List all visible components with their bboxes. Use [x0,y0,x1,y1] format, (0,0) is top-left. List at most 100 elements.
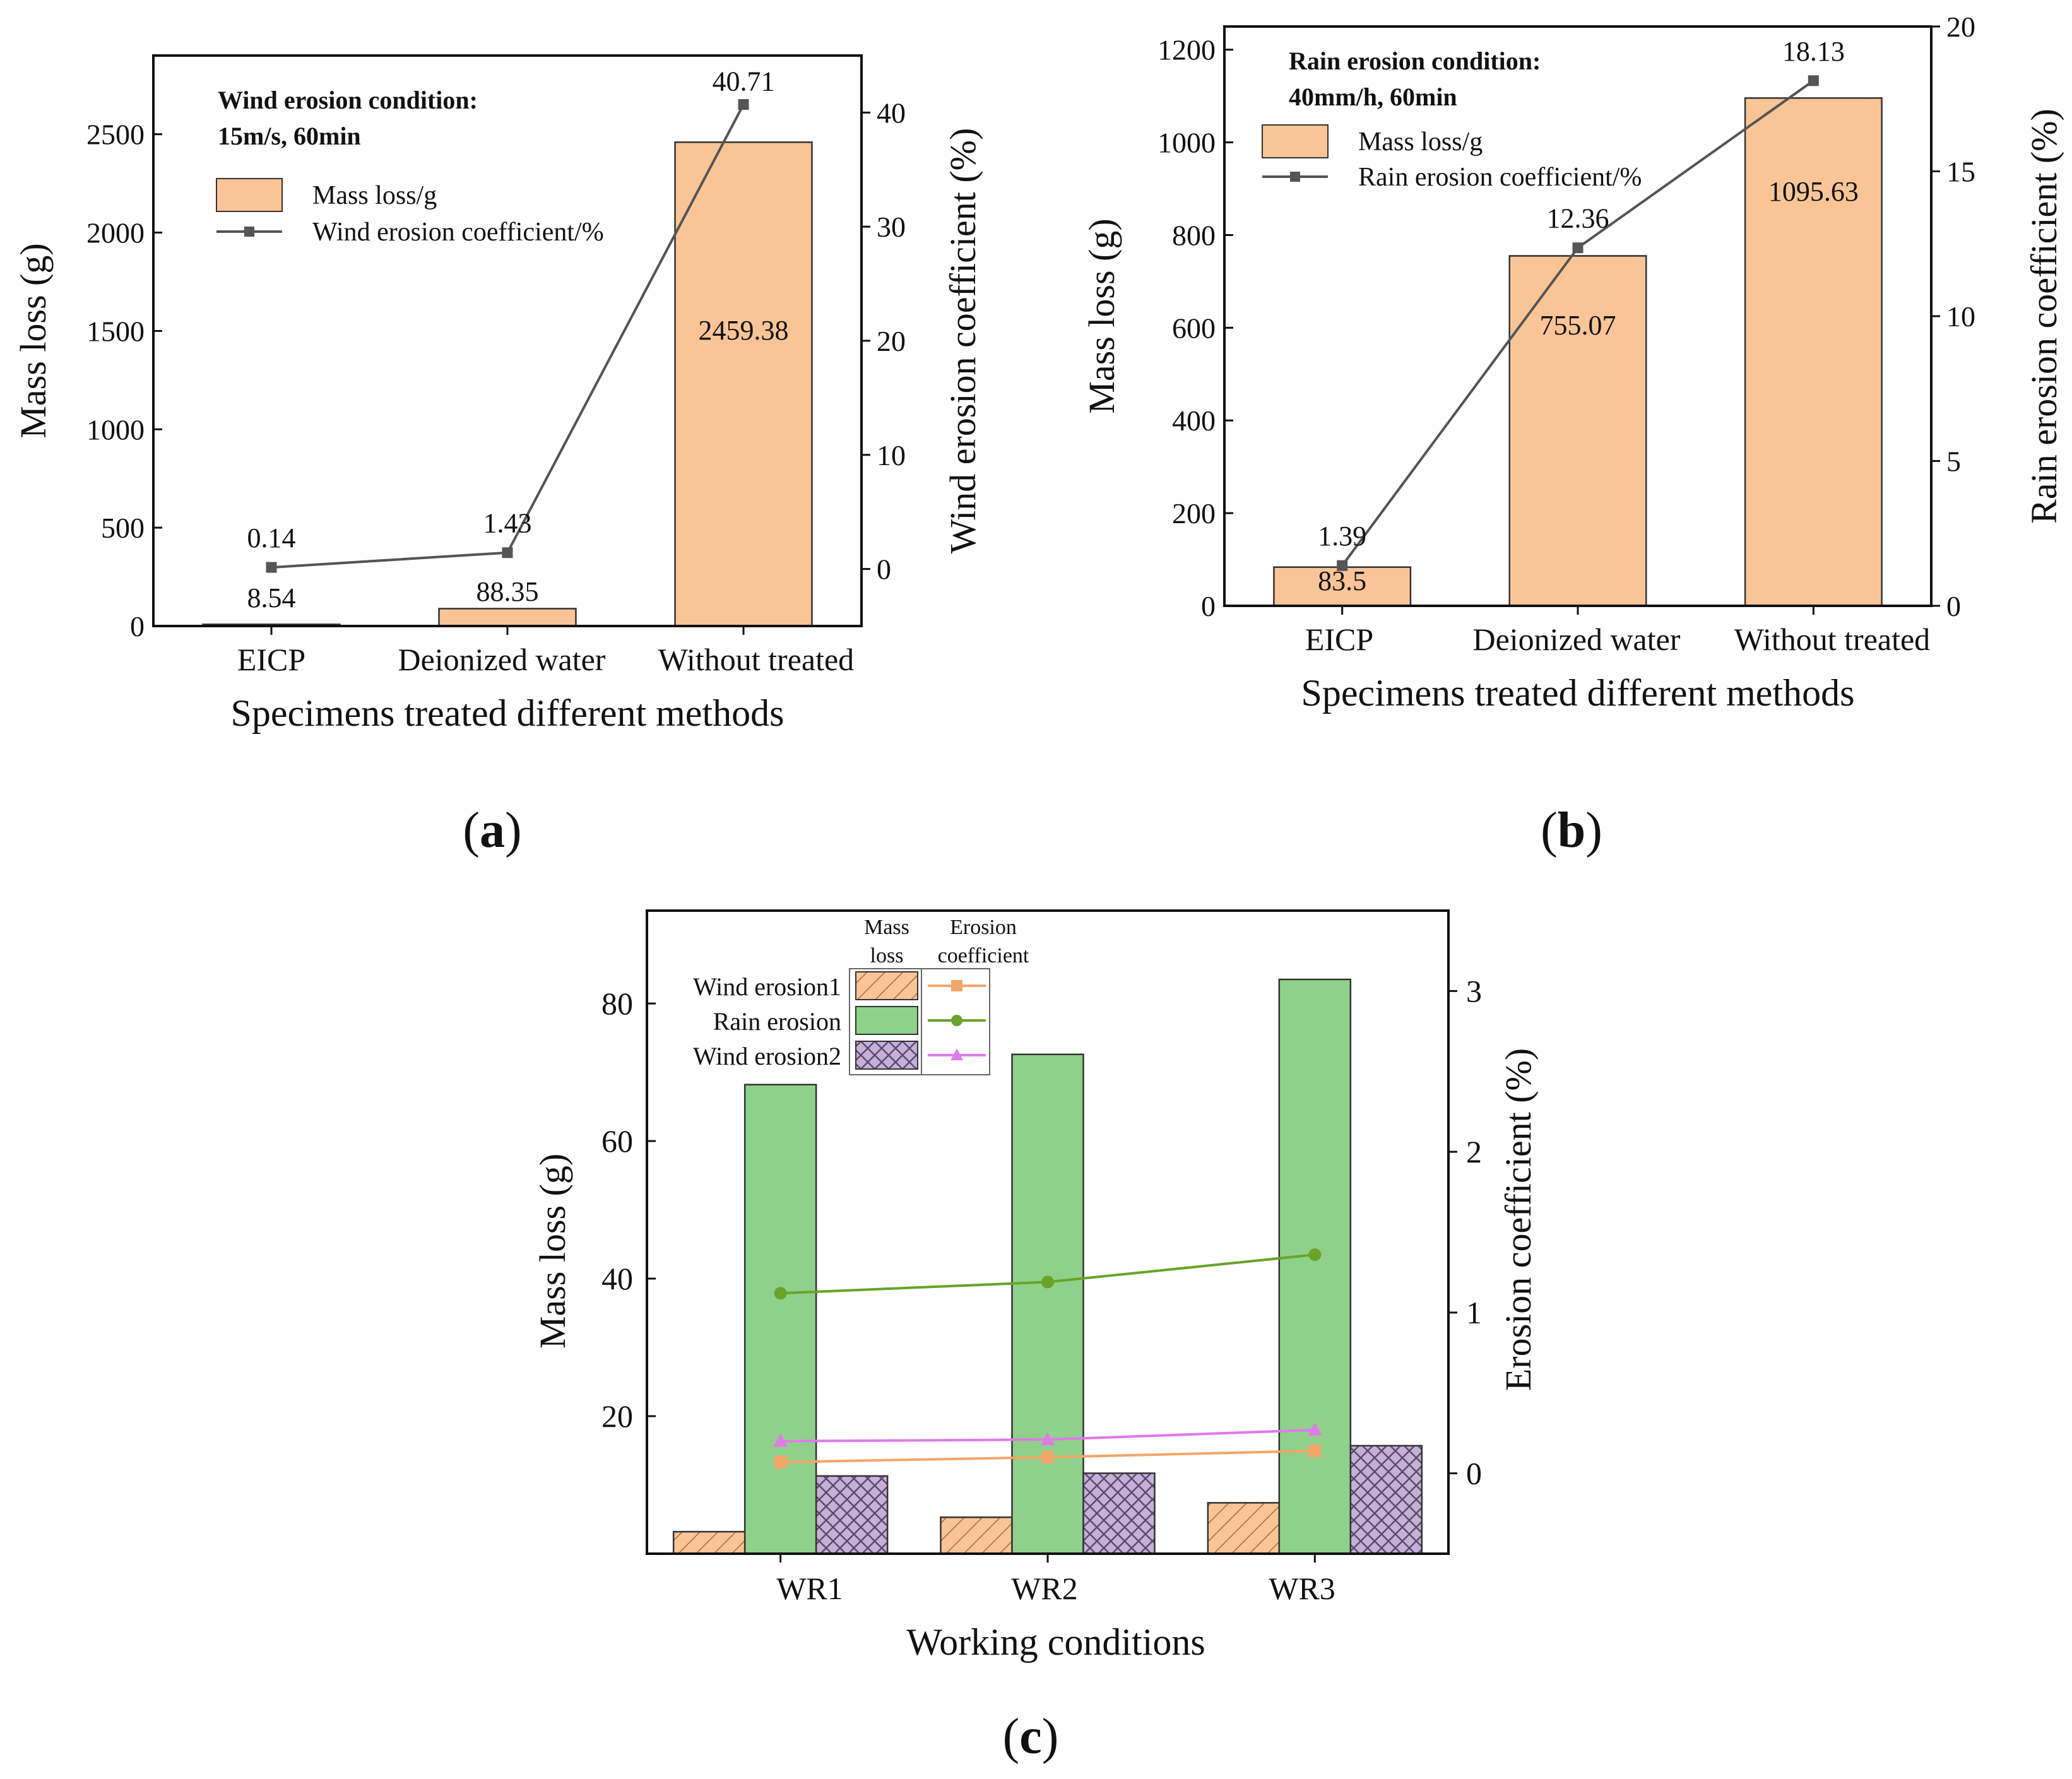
coefficient-value-label: 40.71 [713,66,775,97]
coefficient-point [1337,560,1348,571]
legend-line-marker [950,1048,963,1061]
y2-tick-label: 20 [1946,11,1975,43]
coefficient-value-label: 18.13 [1782,36,1845,67]
y-tick-label: 500 [101,512,145,544]
chart-panel-b: 0 200 400 600 800 1000 1200 0 5 10 15 20 EICP Deioniz… [1081,11,2064,714]
y-axis-title: Mass loss (g) [13,243,54,438]
bar-value-label: 755.07 [1540,310,1616,341]
x-tick-label: WR2 [1011,1571,1078,1606]
y-tick-label: 20 [601,1398,633,1434]
y-tick-label: 1000 [1157,127,1216,159]
bar-wind-erosion1 [1207,1502,1281,1555]
x-tick-label: EICP [1305,622,1373,657]
bar-wind-erosion1 [672,1530,746,1555]
y-tick-label: 1200 [1157,34,1216,66]
coefficient-point [502,547,513,559]
coefficient-value-label: 12.36 [1547,203,1609,234]
y2-tick-label: 20 [877,325,906,357]
panel-label-b: (b) [1541,803,1602,858]
y-tick-label: 0 [1201,590,1216,622]
y2-tick-label: 30 [877,211,906,243]
legend-label-rain-erosion: Rain erosion [713,1007,841,1036]
y2-tick-label: 10 [877,439,906,471]
y-tick-label: 600 [1172,312,1216,344]
y-tick-label: 40 [601,1261,633,1296]
y2-axis-title: Rain erosion coefficient (%) [2023,109,2064,524]
bar-wind-erosion2 [1349,1445,1423,1555]
chart-panel-c: 20 40 60 80 0 1 2 3 WR1 WR2 WR3 Working conditions M… [532,909,1539,1663]
legend-header-coef-line2: coefficient [938,944,1029,967]
legend-bar-swatch [855,971,918,1000]
legend-line-label: Rain erosion coefficient/% [1358,163,1642,192]
y2-tick-label: 0 [877,553,891,586]
legend-line-label: Wind erosion coefficient/% [312,218,604,247]
panel-label-c: (c) [1003,1709,1059,1764]
y2-tick-label: 3 [1466,973,1482,1008]
x-axis-title: Specimens treated different methods [1301,672,1855,714]
x-axis-title: Working conditions [906,1621,1205,1663]
x-tick-label: Without treated [658,642,854,677]
point-wind-erosion2 [1308,1422,1322,1436]
legend-box [849,968,990,1075]
y-tick-label: 60 [601,1123,633,1159]
y-tick-label: 1000 [86,413,145,446]
legend-line-marker [951,980,962,991]
x-tick-label: Deionized water [1472,622,1680,657]
condition-title-line2: 15m/s, 60min [218,122,361,150]
bar-deionized-water [1508,255,1647,607]
x-axis-title: Specimens treated different methods [231,692,784,734]
chart-panel-a: 0 500 1000 1500 2000 2500 0 10 20 30 40 EICP Deioniz… [13,54,983,734]
coefficient-line [271,103,745,569]
legend-bar-swatch [216,178,283,212]
y2-tick-label: 0 [1466,1456,1482,1491]
legend-bar-swatch [1262,124,1329,158]
bar-deionized-water [438,608,577,627]
y-axis-title: Mass loss (g) [532,1154,573,1349]
condition-title-line1: Rain erosion condition: [1289,47,1541,75]
x-tick-label: EICP [237,642,305,677]
x-tick-label: WR1 [776,1571,843,1606]
coefficient-value-label: 1.43 [483,508,532,539]
point-rain-erosion [1308,1248,1322,1262]
x-tick-label: Deionized water [398,642,605,677]
y2-tick-label: 0 [1946,590,1961,622]
point-wind-erosion2 [773,1433,788,1447]
y2-tick-label: 5 [1946,446,1961,478]
legend-bar-swatch [855,1041,918,1070]
y-tick-label: 2500 [86,119,145,151]
legend-bar-label: Mass loss/g [1358,127,1483,157]
y-tick-label: 80 [601,986,633,1021]
bar-wind-erosion1 [940,1516,1013,1555]
y2-axis-title: Wind erosion coefficient (%) [942,128,983,554]
y-tick-label: 0 [130,610,145,642]
point-wind-erosion2 [1041,1432,1055,1446]
y2-axis-title: Erosion coefficient (%) [1498,1048,1539,1391]
coefficient-point [738,99,749,110]
bar-rain-erosion [1011,1053,1084,1555]
bar-value-label: 8.54 [247,582,296,613]
x-tick-label: WR3 [1269,1571,1335,1606]
legend-bar-label: Mass loss/g [312,181,437,210]
y-tick-label: 400 [1172,405,1216,437]
point-rain-erosion [774,1287,787,1300]
bar-rain-erosion [743,1084,817,1555]
y-axis-title: Mass loss (g) [1081,218,1122,413]
coefficient-point [266,562,277,573]
coefficient-point [1572,242,1584,254]
legend-line-marker [951,1015,962,1026]
y-tick-label: 2000 [86,217,145,249]
legend-label-wind-erosion1: Wind erosion1 [693,972,841,1001]
y2-tick-label: 40 [877,97,906,129]
y2-tick-label: 1 [1466,1295,1482,1330]
coefficient-point [1808,75,1819,86]
y-tick-label: 200 [1172,497,1216,529]
legend-line-marker [244,227,254,237]
point-wind-erosion1 [774,1455,787,1469]
legend-header-coef-line1: Erosion [950,916,1017,939]
y2-tick-label: 10 [1946,300,1975,333]
point-wind-erosion1 [1308,1444,1322,1457]
bar-without-treated [1744,97,1883,607]
x-tick-label: Without treated [1734,622,1930,657]
bar-without-treated [674,141,813,627]
